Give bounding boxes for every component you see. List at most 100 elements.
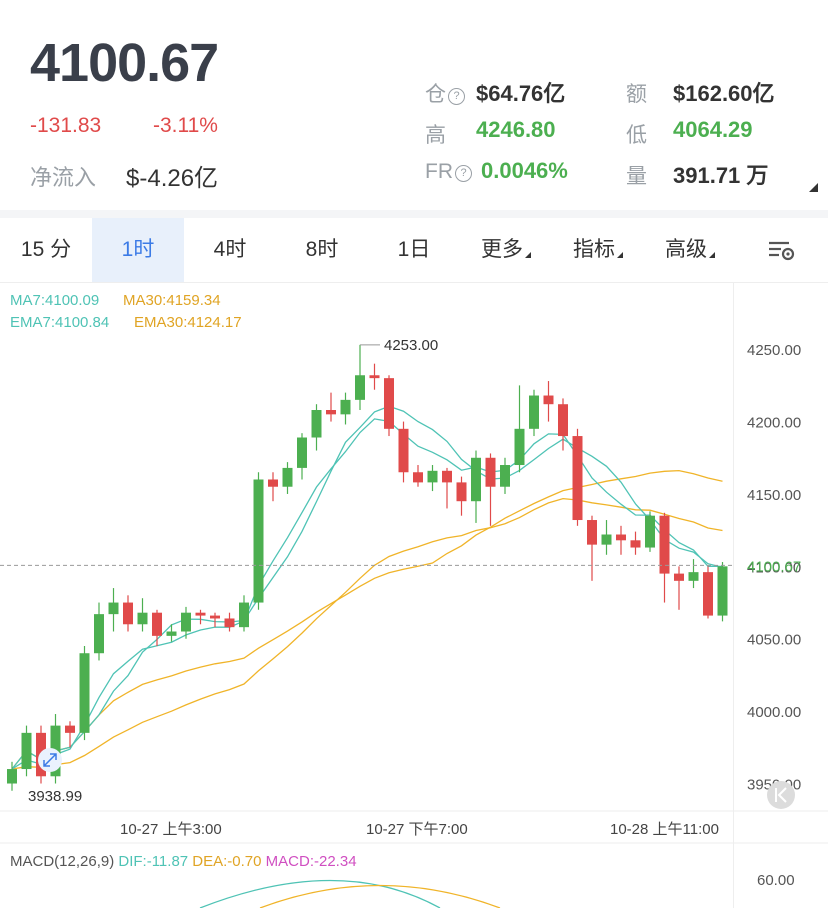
candle-body — [137, 612, 148, 625]
ma7-legend: MA7:4100.09 — [10, 292, 100, 309]
candle-body — [529, 395, 539, 429]
candle-body — [601, 534, 612, 545]
chart-settings-button[interactable] — [752, 218, 812, 282]
candle-body — [79, 653, 90, 733]
candle-body — [108, 602, 119, 615]
candle-body — [181, 612, 191, 632]
amount-value: $162.60亿 — [673, 81, 775, 106]
tab-1h[interactable]: 1时 — [92, 218, 184, 282]
volume-value: 391.71 万 — [673, 163, 769, 188]
candle-body — [123, 602, 133, 625]
candle-body — [369, 375, 380, 379]
candle-body — [152, 612, 162, 636]
y-tick-label: 4250.00 — [747, 342, 801, 359]
help-icon[interactable]: ? — [448, 88, 465, 105]
candle-body — [21, 732, 32, 770]
macd-y-tick: 60.00 — [757, 872, 795, 889]
candle-body — [224, 618, 235, 628]
candle-body — [355, 375, 365, 400]
help-icon[interactable]: ? — [455, 165, 472, 182]
interval-tabs: 15 分 1时 4时 8时 1日 更多 指标 高级 — [0, 218, 828, 283]
volume-label: 量 — [626, 165, 647, 188]
candle-body — [282, 467, 293, 487]
candlestick-plot: 4250.00 4200.00 4150.00 4100.00 4050.00 4000.… — [0, 337, 828, 908]
open-interest-value: $64.76亿 — [476, 81, 566, 106]
x-tick-label: 10-28 上午11:00 — [610, 821, 719, 838]
macd-legend: MACD(12,26,9) DIF:-11.87 DEA:-0.70 MACD:… — [10, 853, 357, 870]
candle-body — [630, 540, 641, 548]
tab-4h[interactable]: 4时 — [213, 238, 247, 261]
low-value: 4064.29 — [673, 117, 753, 142]
candle-body — [703, 572, 713, 616]
ma30-legend: MA30:4159.34 — [123, 292, 221, 309]
candle-body — [239, 602, 249, 628]
candle-body — [717, 566, 728, 616]
y-tick-label: 4050.00 — [747, 632, 801, 649]
macd-dif-line — [199, 879, 441, 908]
candle-body — [616, 534, 626, 541]
ma30-line — [11, 469, 723, 770]
tab-15m[interactable]: 15 分 — [20, 238, 72, 261]
price-change-pct: -3.11% — [153, 114, 218, 137]
candle-body — [674, 573, 684, 581]
candle-body — [94, 614, 104, 654]
candle-body — [65, 725, 75, 733]
last-price: 4100.67 — [30, 33, 219, 93]
price-axis-divider — [733, 283, 734, 908]
candle-body — [587, 520, 597, 545]
macd-dea-line — [259, 884, 501, 908]
ema7-legend: EMA7:4100.84 — [10, 314, 110, 331]
candle-body — [471, 457, 481, 502]
section-divider — [0, 210, 828, 218]
candle-body — [572, 436, 583, 521]
candle-body — [326, 410, 336, 415]
candle-body — [210, 615, 220, 619]
candle-body — [384, 378, 394, 429]
ema30-line — [11, 497, 723, 770]
current-price-label: 4100.67 — [747, 558, 801, 575]
low-label: 低 — [626, 124, 647, 147]
candle-body — [195, 612, 206, 616]
amount-label: 额 — [626, 83, 647, 106]
high-label: 高 — [425, 124, 446, 147]
candle-body — [543, 395, 554, 405]
candle-body — [456, 482, 467, 502]
ema30-legend: EMA30:4124.17 — [134, 314, 242, 331]
candle-body — [311, 410, 322, 438]
candle-body — [7, 769, 17, 784]
candle-body — [413, 472, 423, 483]
candle-body — [688, 572, 699, 581]
dropdown-icon — [525, 252, 531, 258]
ma7-line — [11, 405, 723, 770]
candle-body — [659, 515, 670, 574]
fullscreen-arrow — [43, 753, 57, 767]
tab-1d[interactable]: 1日 — [397, 238, 431, 261]
low-price-annotation: 3938.99 — [28, 788, 82, 805]
high-price-annotation: 4253.00 — [384, 337, 438, 354]
x-tick-label: 10-27 下午7:00 — [366, 821, 468, 838]
candle-body — [340, 399, 351, 415]
high-value: 4246.80 — [476, 117, 556, 142]
ema7-line — [11, 418, 723, 770]
candle-body — [500, 465, 510, 487]
candle-body — [558, 404, 568, 437]
kline-chart[interactable]: MA7:4100.09 MA30:4159.34 EMA7:4100.84 EM… — [0, 283, 828, 908]
funding-rate-label[interactable]: FR? — [425, 160, 472, 184]
y-tick-label: 4200.00 — [747, 415, 801, 432]
candle-body — [398, 428, 409, 473]
netflow-value: $-4.26亿 — [126, 165, 219, 192]
candle-body — [514, 428, 525, 466]
chart-settings-icon — [769, 242, 795, 261]
y-tick-label: 4150.00 — [747, 487, 801, 504]
scroll-latest-button — [767, 781, 795, 809]
candle-body — [442, 470, 452, 483]
expand-icon[interactable] — [809, 183, 818, 192]
tab-indicators[interactable]: 指标 — [552, 218, 644, 282]
tab-8h[interactable]: 8时 — [305, 238, 339, 261]
dropdown-icon — [617, 252, 623, 258]
tab-advanced[interactable]: 高级 — [644, 218, 736, 282]
open-interest-label[interactable]: 仓? — [425, 78, 465, 108]
netflow-label: 净流入 — [30, 165, 97, 190]
tab-more[interactable]: 更多 — [460, 218, 552, 282]
x-tick-label: 10-27 上午3:00 — [120, 821, 222, 838]
